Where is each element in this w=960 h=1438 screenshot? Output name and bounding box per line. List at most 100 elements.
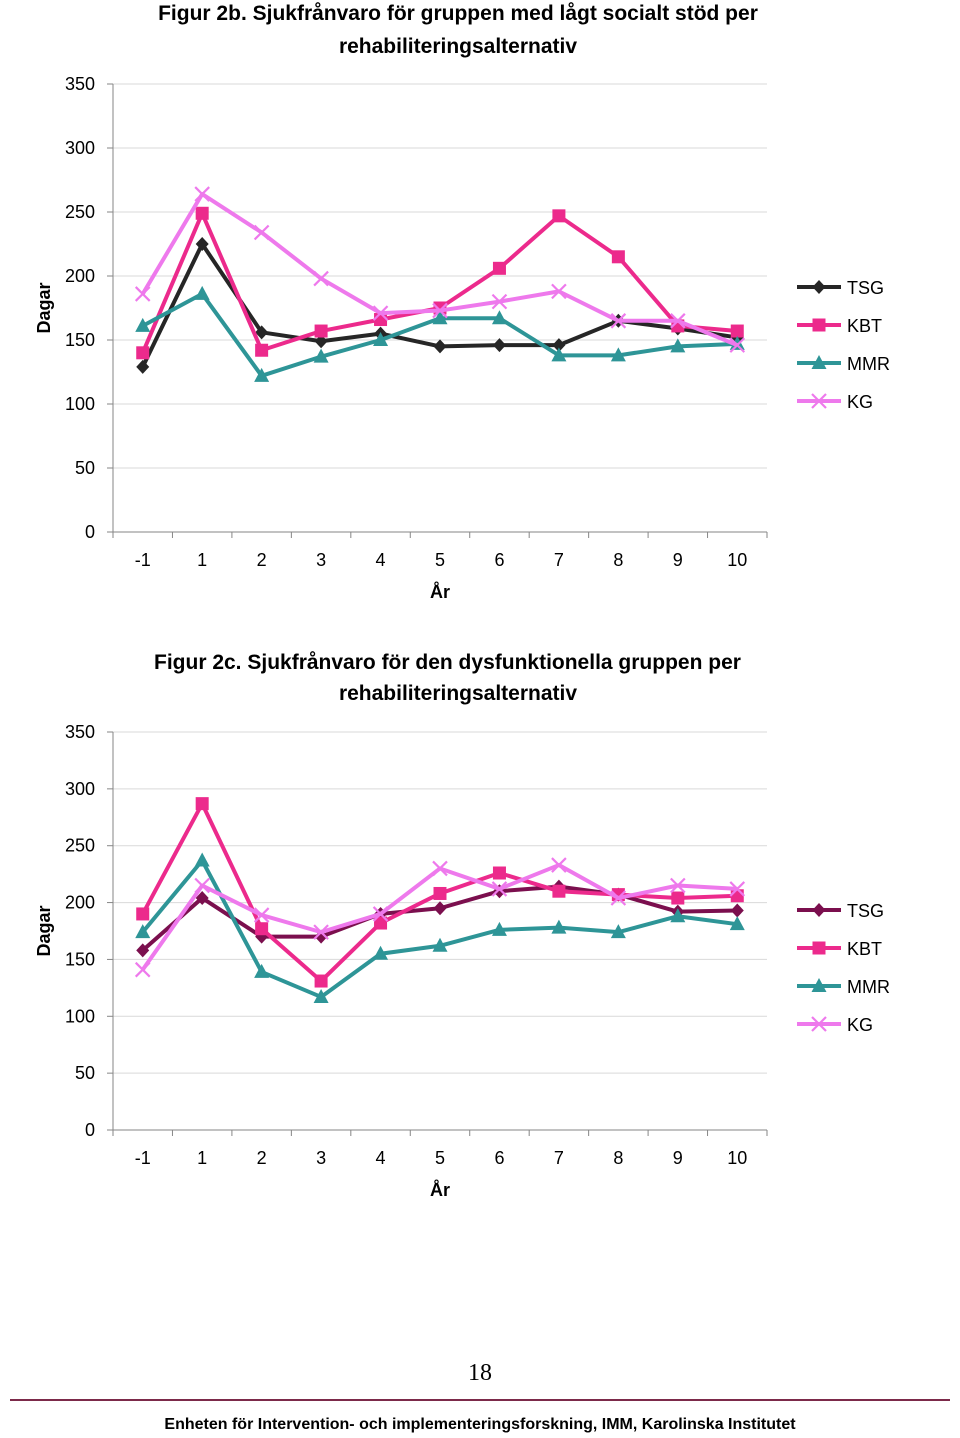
fig2c-xtick-label-1: 1 bbox=[197, 1148, 207, 1168]
fig2b-point-mmr-1 bbox=[194, 285, 210, 300]
fig2c-point-kbt-1 bbox=[195, 797, 209, 811]
fig2c-point-mmr-10 bbox=[729, 916, 745, 931]
fig2c-legend-label-tsg: TSG bbox=[847, 901, 884, 921]
fig2c-legend-tsg: TSG bbox=[797, 901, 884, 921]
fig2c-point-mmr-9 bbox=[670, 908, 686, 923]
fig2c-xtick-label-2: 2 bbox=[257, 1148, 267, 1168]
fig2c-xtick-label-7: 7 bbox=[554, 1148, 564, 1168]
fig2b-ytick-label-50: 50 bbox=[75, 458, 95, 478]
fig2b-legend-marker-tsg bbox=[812, 280, 826, 294]
fig2b-point-mmr-9 bbox=[670, 338, 686, 353]
fig2c-legend-marker-mmr bbox=[811, 978, 827, 992]
fig2b-legend-label-mmr: MMR bbox=[847, 354, 890, 374]
fig2c-point-mmr-4 bbox=[373, 945, 389, 960]
chart-figur-2b: Figur 2b. Sjukfrånvaro för gruppen med l… bbox=[34, 2, 890, 602]
fig2b-point-mmr-6 bbox=[491, 310, 507, 325]
fig2b-point-kbt-2 bbox=[255, 343, 269, 357]
fig2b-series-kg bbox=[134, 186, 746, 353]
fig2c-point-kg-1-stroke-b bbox=[194, 877, 210, 894]
fig2c-ytick-label-50: 50 bbox=[75, 1063, 95, 1083]
fig2b-point-kg-6-stroke-b bbox=[491, 293, 508, 310]
fig2c-legend-marker-kg-stroke-b bbox=[811, 1016, 827, 1032]
fig2c-point-mmr-5 bbox=[432, 937, 448, 952]
fig2b-point-kg-5-stroke-b bbox=[432, 302, 448, 319]
fig2b-point-kbt-6 bbox=[492, 261, 506, 275]
fig2c-point-kg-1 bbox=[194, 877, 210, 894]
fig2b-xtick-label-6: 6 bbox=[494, 550, 504, 570]
fig2c-point-mmr-7 bbox=[551, 919, 567, 934]
fig2b-point-kbt-0 bbox=[136, 346, 150, 360]
fig2b-point-kg-4 bbox=[372, 305, 389, 321]
fig2c-point-kg-3-stroke-b bbox=[313, 924, 329, 940]
fig2c-point-tsg-3 bbox=[314, 929, 328, 944]
fig2b-legend-marker-kbt bbox=[812, 318, 826, 332]
fig2c-xtick-label-5: 5 bbox=[435, 1148, 445, 1168]
fig2b-point-kbt-10 bbox=[730, 324, 744, 338]
fig2b-point-tsg-3 bbox=[314, 334, 328, 349]
fig2b-point-kg-10 bbox=[729, 337, 746, 353]
fig2c-legend-mmr: MMR bbox=[797, 977, 890, 997]
fig2b-point-kg-6 bbox=[491, 293, 508, 310]
fig2b-point-kg-2-stroke-b bbox=[253, 224, 270, 241]
fig2c-point-kbt-3 bbox=[314, 974, 328, 988]
fig2c-point-kg-0-stroke-b bbox=[134, 961, 151, 978]
fig2c-point-kg-5 bbox=[432, 860, 448, 877]
fig2c-point-kg-9 bbox=[670, 877, 686, 894]
fig2c-point-kg-8 bbox=[610, 890, 627, 906]
fig2b-point-kg-8 bbox=[610, 313, 627, 329]
fig2b-point-tsg-1 bbox=[195, 237, 209, 251]
fig2b-point-kg-2 bbox=[253, 224, 270, 241]
fig2b-point-kg-9 bbox=[670, 313, 686, 329]
fig2b-point-kg-1 bbox=[194, 186, 210, 202]
fig2c-ytick-label-150: 150 bbox=[65, 949, 95, 969]
fig2c-point-kbt-4 bbox=[374, 916, 388, 930]
fig2b-legend-label-kg: KG bbox=[847, 392, 873, 412]
fig2b-point-tsg-0 bbox=[136, 359, 150, 374]
fig2b-legend-marker-mmr bbox=[811, 355, 827, 369]
fig2c-ytick-label-350: 350 bbox=[65, 722, 95, 742]
fig2c-legend-marker-tsg bbox=[812, 903, 826, 917]
fig2b-point-mmr-8 bbox=[610, 347, 626, 362]
fig2c-point-kg-6 bbox=[491, 881, 508, 897]
fig2b-point-kg-0 bbox=[134, 286, 151, 302]
fig2b-point-mmr-0 bbox=[135, 317, 151, 332]
fig2c-point-mmr-8 bbox=[610, 924, 626, 939]
fig2b-ylabel: Dagar bbox=[34, 282, 54, 333]
fig2b-ytick-label-0: 0 bbox=[85, 522, 95, 542]
fig2b-point-mmr-4 bbox=[373, 332, 389, 346]
fig2c-point-kg-5-stroke-b bbox=[432, 860, 448, 877]
fig2b-xtick-label-3: 3 bbox=[316, 550, 326, 570]
fig2c-title-line1: Figur 2c. Sjukfrånvaro för den dysfunkti… bbox=[154, 651, 741, 674]
fig2b-legend-kg: KG bbox=[797, 392, 873, 412]
fig2b-point-kbt-1 bbox=[195, 206, 209, 220]
fig2c-point-kg-3 bbox=[313, 924, 329, 940]
fig2b-point-tsg-7 bbox=[552, 338, 566, 353]
fig2b-point-kg-8-stroke-b bbox=[610, 313, 627, 329]
fig2c-point-kbt-2 bbox=[255, 922, 269, 936]
fig2c-point-kg-10-stroke-b bbox=[729, 881, 746, 897]
fig2c-line-mmr bbox=[141, 858, 738, 999]
fig2b-title-line2: rehabiliteringsalternativ bbox=[339, 35, 577, 58]
fig2c-point-kg-6-stroke-b bbox=[491, 881, 508, 897]
fig2c-point-kbt-9 bbox=[671, 891, 685, 905]
fig2c-point-kg-2-stroke-b bbox=[253, 907, 270, 923]
fig2b-point-kg-9-stroke-b bbox=[670, 313, 686, 329]
fig2b-point-kg-3 bbox=[313, 270, 329, 287]
fig2b-point-kbt-7 bbox=[552, 209, 566, 223]
fig2c-point-kg-9-stroke-b bbox=[670, 877, 686, 894]
fig2c-xtick-label-10: 10 bbox=[727, 1148, 747, 1168]
fig2c-legend-kg: KG bbox=[797, 1015, 873, 1035]
fig2c-ytick-label-100: 100 bbox=[65, 1006, 95, 1026]
fig2c-legend-label-kg: KG bbox=[847, 1015, 873, 1035]
fig2b-point-kg-7-stroke-b bbox=[551, 283, 567, 300]
fig2b-legend-marker-kg-stroke-b bbox=[811, 393, 827, 409]
fig2b-legend-mmr: MMR bbox=[797, 354, 890, 374]
fig2c-point-tsg-0 bbox=[136, 943, 150, 958]
page-number: 18 bbox=[468, 1360, 492, 1386]
fig2b-xtick-label-5: 5 bbox=[435, 550, 445, 570]
fig2b-point-mmr-3 bbox=[313, 348, 329, 363]
fig2b-point-kg-3-stroke-b bbox=[313, 270, 329, 287]
fig2c-point-kg-10 bbox=[729, 881, 746, 897]
fig2c-title-line2: rehabiliteringsalternativ bbox=[339, 682, 577, 705]
fig2c-point-tsg-10 bbox=[730, 903, 744, 918]
